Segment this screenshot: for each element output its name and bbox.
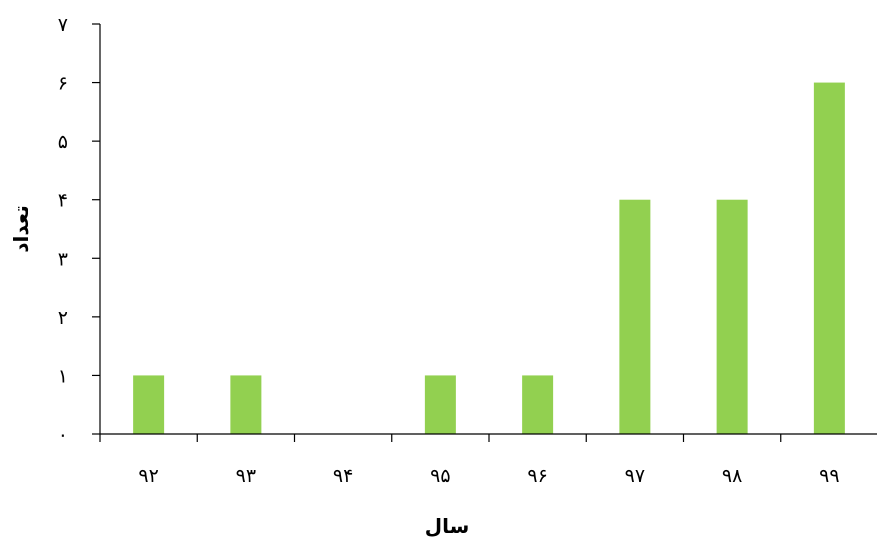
y-tick-label: ۴: [58, 190, 68, 212]
bar-5: [619, 199, 651, 434]
x-tick-label: ۹۸: [722, 465, 742, 487]
y-tick-label: ۷: [58, 14, 68, 36]
x-tick-label: ۹۴: [333, 465, 353, 487]
x-tick-label: ۹۷: [625, 465, 645, 487]
bar-7: [813, 82, 845, 435]
x-axis-title: سال: [425, 514, 470, 538]
x-tick-label: ۹۵: [430, 465, 450, 487]
y-ticks: ۰ ۱ ۲ ۳ ۴ ۵ ۶ ۷: [58, 14, 100, 446]
x-tick-label: ۹۳: [236, 465, 256, 487]
y-tick-label: ۳: [58, 248, 68, 270]
x-tick-label: ۹۶: [527, 465, 547, 487]
bar-4: [522, 375, 554, 434]
y-tick-label: ۰: [58, 424, 68, 446]
bar-3: [424, 375, 456, 434]
y-tick-label: ۶: [58, 73, 68, 95]
x-tick-label: ۹۹: [819, 465, 839, 487]
bar-1: [230, 375, 262, 434]
y-tick-label: ۲: [58, 307, 68, 329]
bar-0: [133, 375, 165, 434]
y-tick-label: ۵: [58, 131, 68, 153]
y-tick-label: ۱: [58, 365, 68, 387]
y-axis-title: تعداد: [9, 205, 33, 252]
x-tick-label: ۹۲: [138, 465, 158, 487]
bars: [133, 82, 845, 435]
x-ticks: ۹۲ ۹۳ ۹۴ ۹۵ ۹۶ ۹۷ ۹۸ ۹۹: [99, 434, 840, 487]
bar-6: [716, 199, 748, 434]
